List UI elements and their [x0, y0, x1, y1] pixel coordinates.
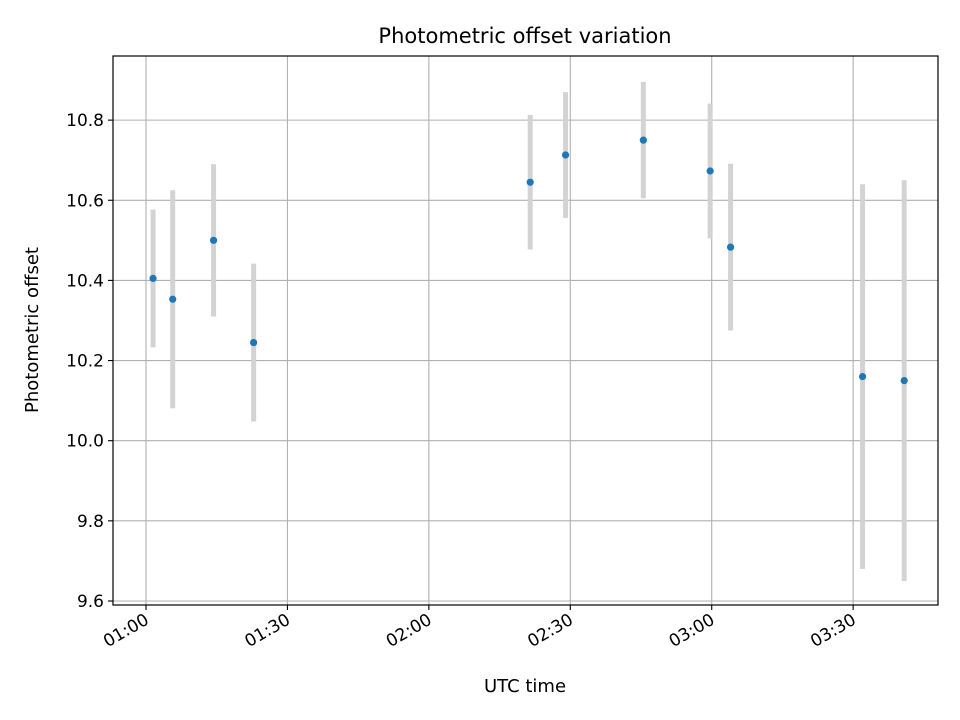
y-tick-label: 10.8: [66, 111, 104, 131]
data-point: [900, 376, 908, 385]
x-axis-label: UTC time: [484, 676, 566, 697]
data-point: [169, 295, 177, 303]
y-axis-label: Photometric offset: [22, 247, 43, 413]
plot-area: [113, 56, 938, 605]
data-point: [726, 243, 735, 251]
data-point: [526, 178, 534, 186]
plot-frame: [112, 55, 939, 606]
y-tick-label: 9.6: [77, 592, 104, 612]
data-point: [639, 136, 647, 144]
grid-lines: [113, 56, 938, 605]
chart-title: Photometric offset variation: [378, 24, 671, 48]
y-tick-label: 10.2: [66, 352, 104, 372]
data-point: [149, 274, 157, 283]
data-points: [149, 136, 908, 385]
data-point: [561, 151, 570, 159]
data-point: [209, 236, 218, 244]
data-point: [250, 338, 258, 347]
y-axis-ticks: 9.6 9.8 10.0 10.2 10.4 10.6 10.8: [66, 111, 113, 612]
data-point: [858, 372, 867, 381]
y-tick-label: 10.6: [66, 191, 104, 211]
y-tick-label: 9.8: [77, 512, 104, 532]
data-point: [706, 167, 714, 175]
y-tick-label: 10.4: [66, 271, 104, 291]
y-tick-label: 10.0: [66, 432, 104, 452]
